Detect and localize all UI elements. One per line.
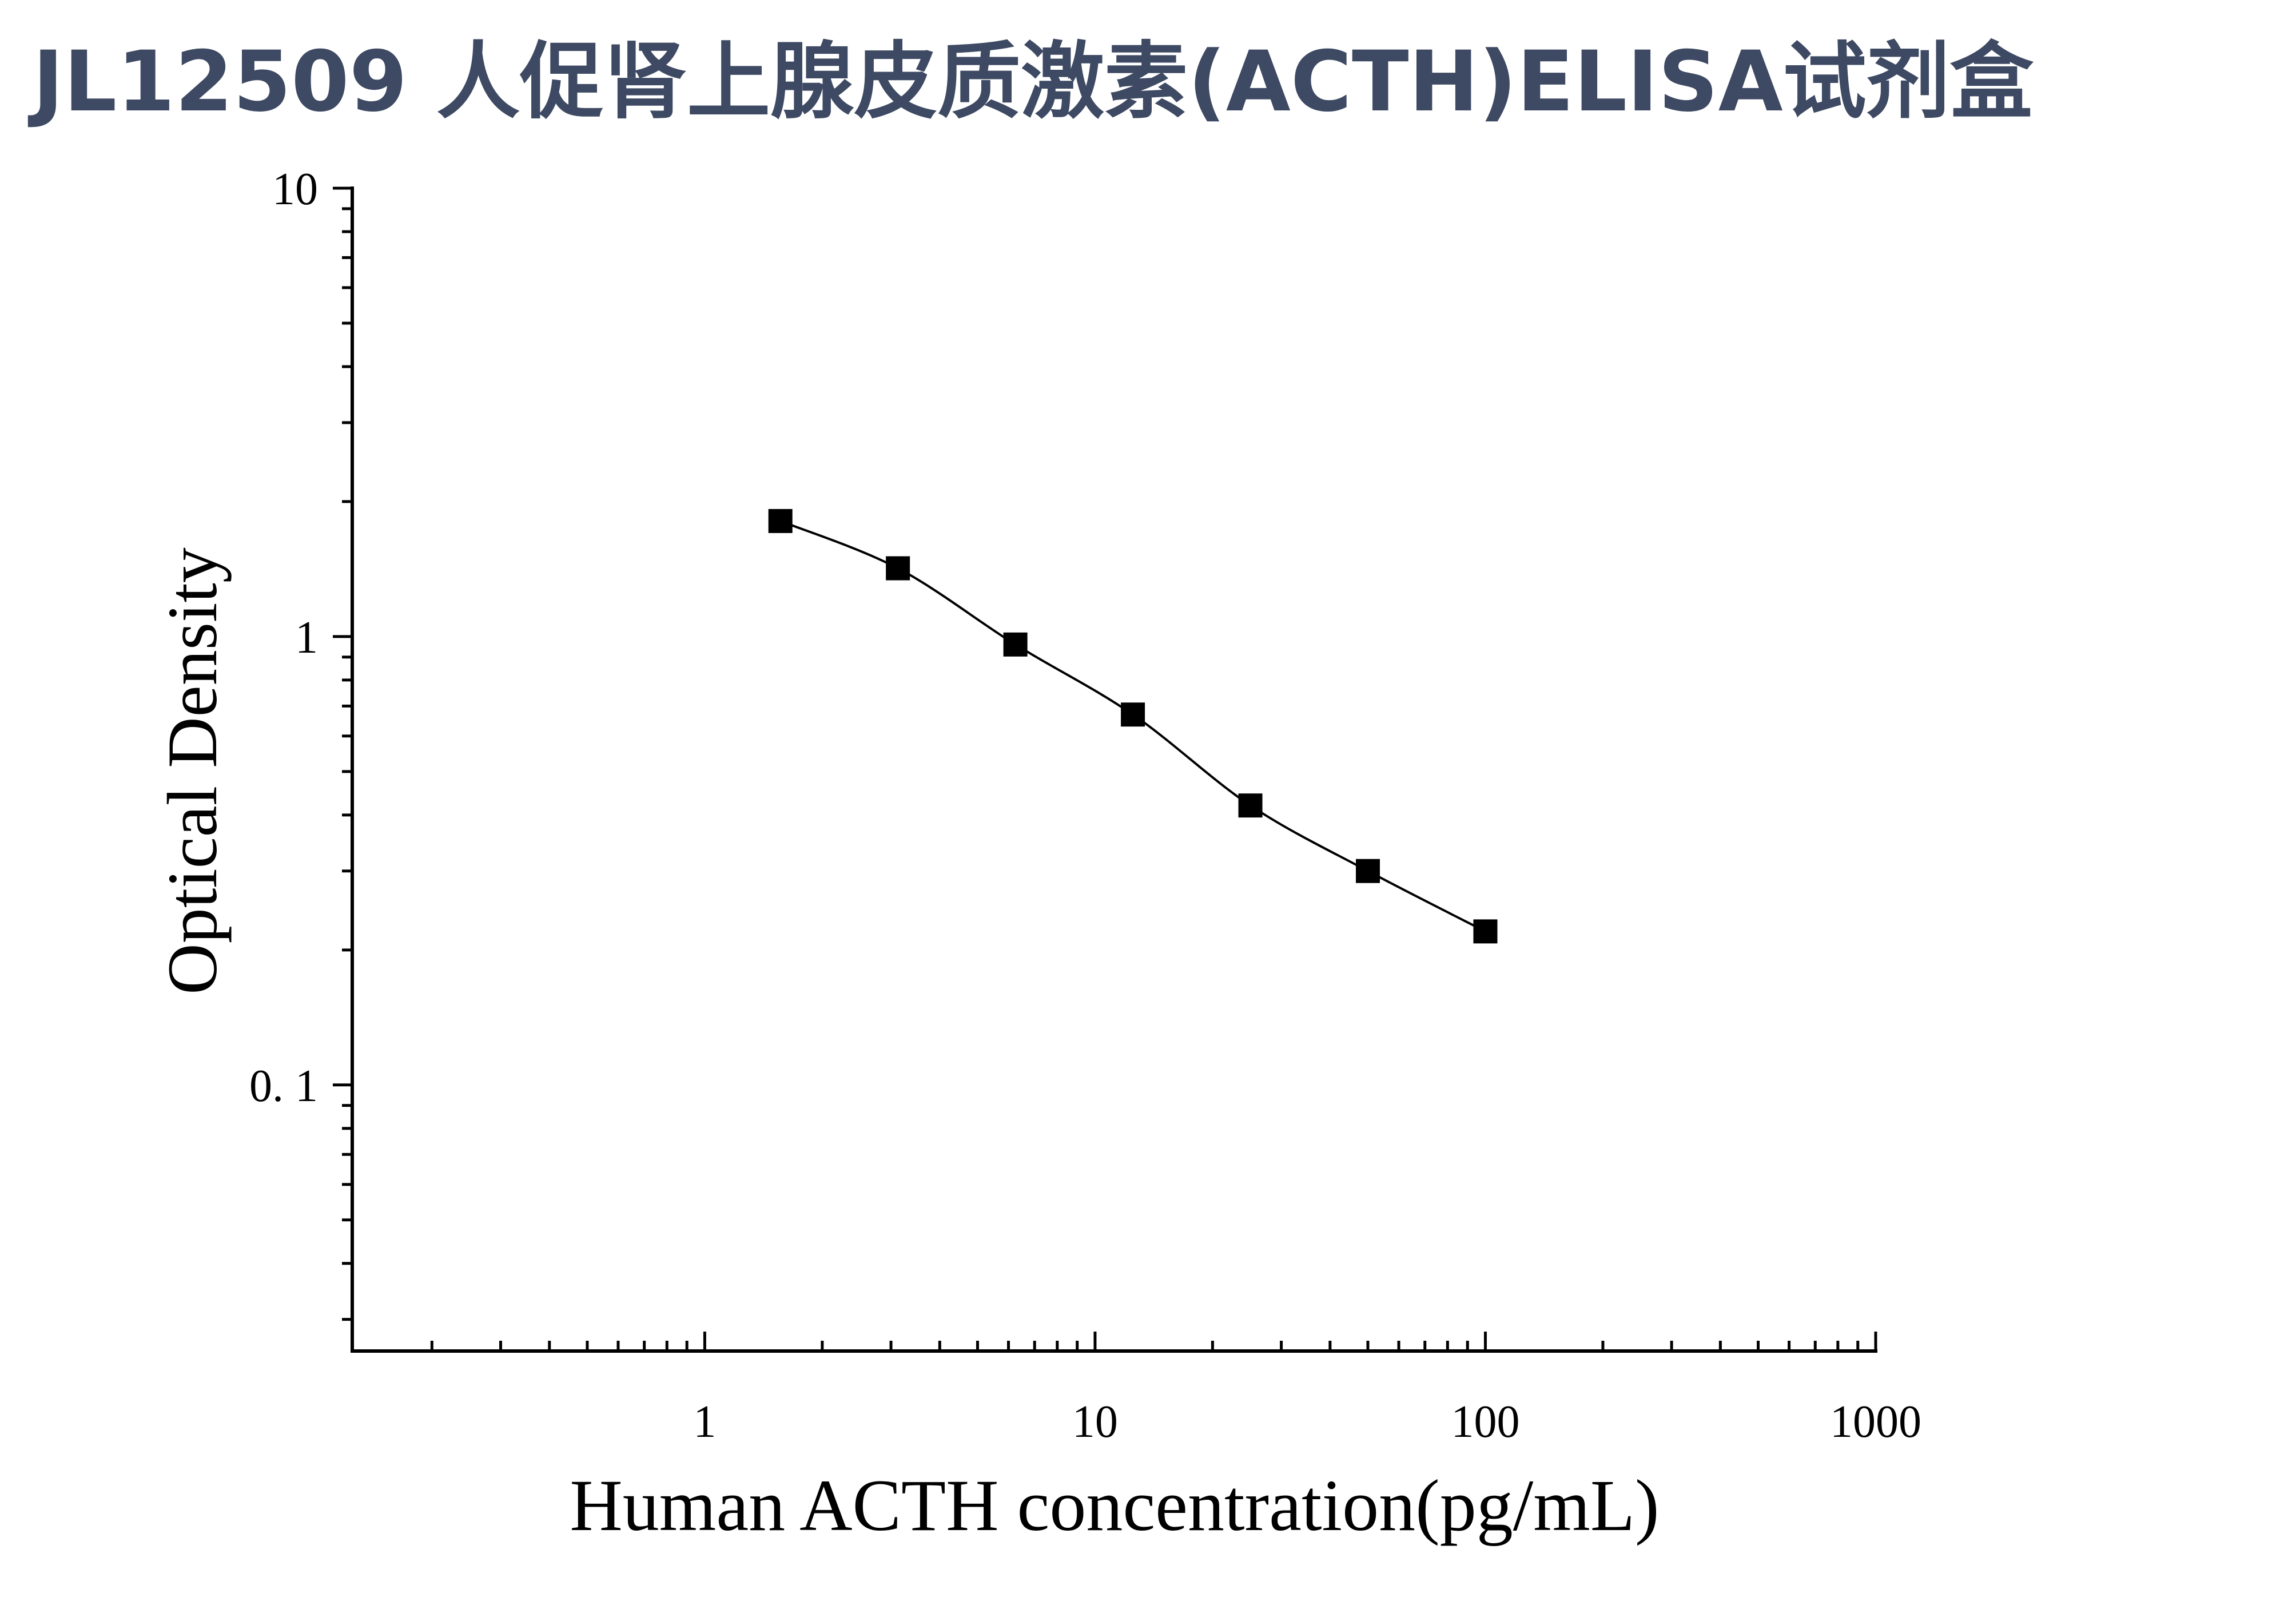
y-axis-title: Optical Density [153,547,232,995]
data-point [886,556,910,581]
page-title: JL12509 人促肾上腺皮质激素(ACTH)ELISA试剂盒 [33,33,2034,130]
axes [351,186,1877,1353]
x-tick-label: 1 [693,1397,716,1447]
y-tick-label: 0. 1 [249,1061,318,1111]
data-point [1238,793,1263,818]
x-tick-label: 100 [1451,1397,1519,1447]
y-tick-label: 1 [295,613,318,663]
data-point [1356,859,1380,883]
data-point [768,508,793,533]
tick-marks [333,186,1877,1351]
x-tick-label: 1000 [1830,1397,1921,1447]
data-points [768,508,1498,944]
tick-labels: 0. 1 1 10 1 10 100 1000 [249,164,1921,1447]
x-axis-title: Human ACTH concentration(pg/mL) [570,1465,1659,1546]
x-tick-label: 10 [1072,1397,1118,1447]
data-point [1121,702,1145,727]
data-point [1003,632,1028,657]
y-tick-label: 10 [272,164,318,214]
data-point [1473,919,1498,944]
